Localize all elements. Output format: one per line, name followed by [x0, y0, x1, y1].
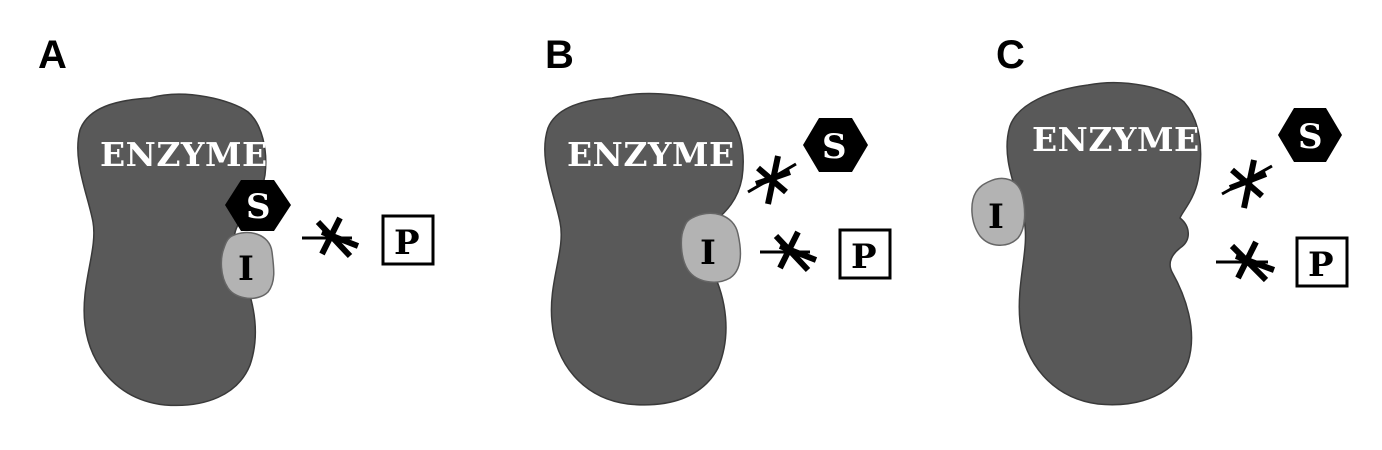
- inhibitor-label-c: I: [988, 197, 1004, 237]
- panel-a: A ENZYME I S P: [38, 33, 435, 407]
- substrate-label-c: S: [1298, 117, 1323, 157]
- enzyme-shape: [77, 93, 267, 407]
- blocked-arrow-icon: [302, 216, 360, 259]
- panel-label-b: B: [545, 33, 574, 77]
- inhibitor-label-a: I: [238, 249, 254, 289]
- blocked-arrow-icon: [1221, 159, 1273, 209]
- product-box-b: [838, 228, 892, 280]
- inhibitor-shape-c: [971, 177, 1026, 246]
- panel-label-c: C: [996, 33, 1025, 77]
- product-label-a: P: [394, 223, 420, 263]
- product-box-c: [1295, 236, 1349, 288]
- inhibitor-shape-b: [680, 212, 742, 283]
- inhibitor-label-b: I: [700, 233, 716, 273]
- product-label-b: P: [851, 237, 877, 277]
- substrate-label-a: S: [246, 187, 271, 227]
- product-box-a: [381, 214, 435, 266]
- enzyme-shape: [544, 92, 744, 406]
- blocked-arrow-icon: [1216, 240, 1276, 283]
- enzyme-label-a: ENZYME: [100, 135, 268, 174]
- substrate-hexagon-b: [803, 118, 868, 172]
- product-label-c: P: [1308, 245, 1334, 285]
- enzyme-label-b: ENZYME: [567, 135, 735, 174]
- substrate-label-b: S: [822, 127, 847, 167]
- panel-label-a: A: [38, 33, 67, 77]
- inhibitor-shape-a: [220, 231, 275, 300]
- substrate-hexagon-a: [225, 180, 291, 231]
- blocked-arrow-icon: [760, 230, 818, 273]
- enzyme-label-c: ENZYME: [1032, 120, 1200, 159]
- blocked-arrow-icon: [747, 155, 797, 205]
- panel-c: C ENZYME I S P: [971, 33, 1349, 406]
- substrate-hexagon-c: [1278, 108, 1342, 162]
- panel-b: B ENZYME I S P: [544, 33, 892, 406]
